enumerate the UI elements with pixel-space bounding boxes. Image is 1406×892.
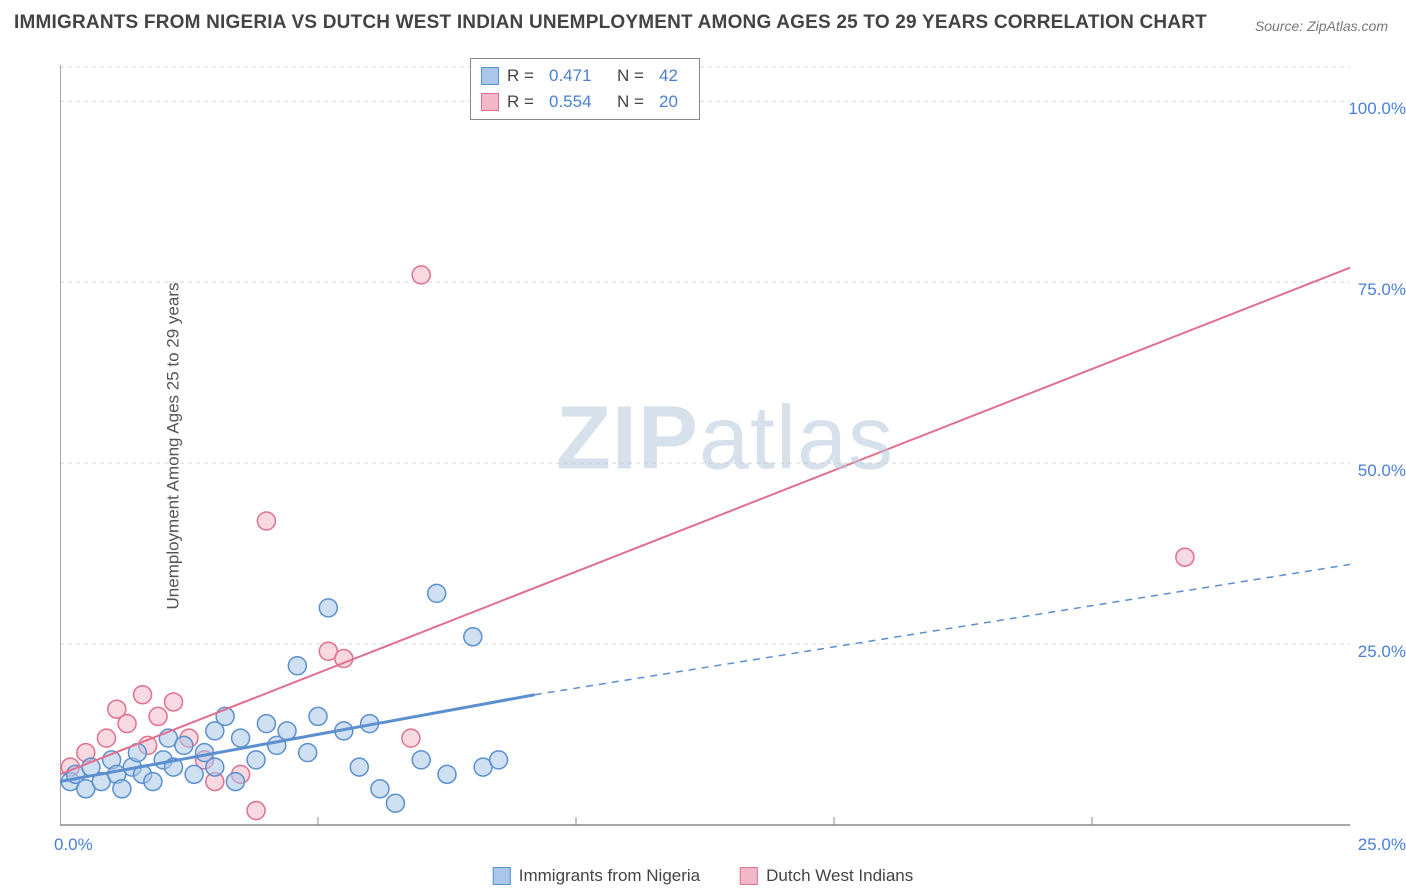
legend-swatch [493,867,511,885]
correlation-legend: R = 0.471 N = 42 R = 0.554 N = 20 [470,58,700,120]
legend-swatch [481,67,499,85]
axis-tick-label: 75.0% [1358,280,1406,300]
legend-n-label: N = [617,92,651,112]
axis-tick-label: 50.0% [1358,461,1406,481]
legend-swatch [481,93,499,111]
legend-label: Immigrants from Nigeria [519,866,700,886]
legend-r-label: R = [507,66,541,86]
chart-title: IMMIGRANTS FROM NIGERIA VS DUTCH WEST IN… [14,12,1207,34]
legend-swatch [740,867,758,885]
legend-item: Immigrants from Nigeria [493,866,700,886]
axis-tick-label: 25.0% [1358,642,1406,662]
source-attribution: Source: ZipAtlas.com [1255,18,1388,34]
legend-r-value: 0.554 [549,92,609,112]
axis-tick-label: 25.0% [1358,835,1406,855]
legend-row: R = 0.554 N = 20 [481,89,689,115]
axis-tick-label: 0.0% [54,835,93,855]
chart-plot-area: ZIPatlas 25.0%50.0%75.0%100.0%0.0%25.0% [60,55,1390,855]
legend-n-label: N = [617,66,651,86]
legend-r-label: R = [507,92,541,112]
series-legend: Immigrants from Nigeria Dutch West Indian… [493,866,913,886]
legend-r-value: 0.471 [549,66,609,86]
legend-n-value: 20 [659,92,689,112]
axis-tick-label: 100.0% [1348,99,1406,119]
legend-row: R = 0.471 N = 42 [481,63,689,89]
legend-label: Dutch West Indians [766,866,913,886]
legend-item: Dutch West Indians [740,866,913,886]
legend-n-value: 42 [659,66,689,86]
scatter-chart [60,55,1390,855]
